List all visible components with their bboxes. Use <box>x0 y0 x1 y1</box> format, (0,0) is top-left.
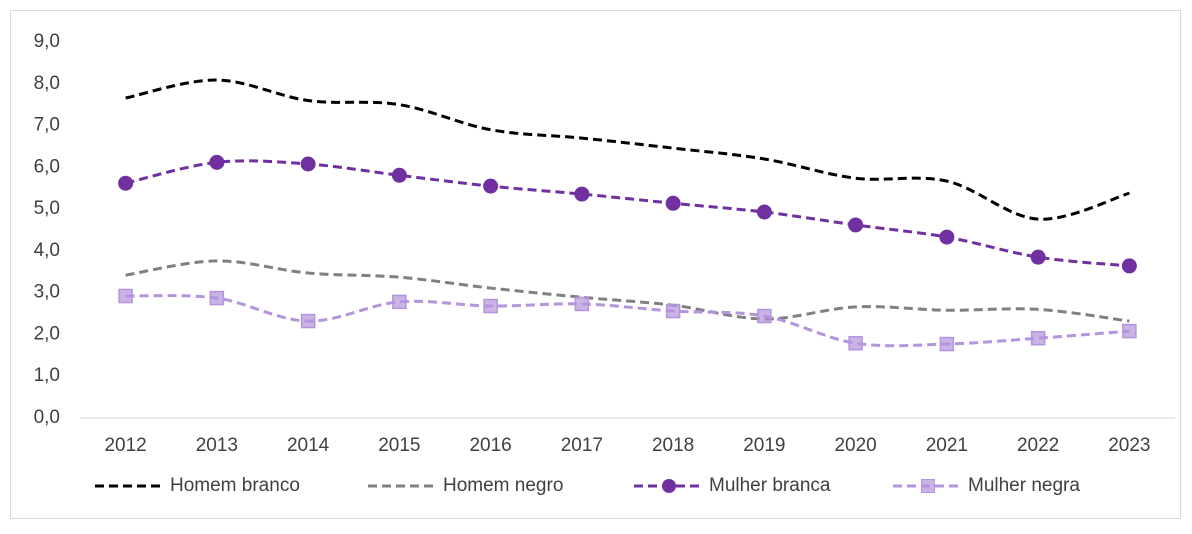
point <box>483 298 498 314</box>
y-tick-label: 7,0 <box>34 115 60 136</box>
x-tick-label: 2017 <box>561 435 603 456</box>
point <box>300 313 316 329</box>
x-tick-label: 2023 <box>1108 435 1150 456</box>
point <box>574 186 590 202</box>
chart-frame <box>10 10 1181 519</box>
y-tick-label: 9,0 <box>34 31 60 52</box>
point <box>1121 258 1137 274</box>
legend-label: Homem branco <box>170 475 300 496</box>
x-tick-label: 2021 <box>926 435 968 456</box>
point <box>1030 330 1046 346</box>
line <box>125 259 1130 323</box>
x-tick-label: 2018 <box>652 435 694 456</box>
point <box>392 294 407 310</box>
x-tick-label: 2020 <box>834 435 876 456</box>
x-tick-label: 2022 <box>1017 435 1059 456</box>
x-tick-label: 2019 <box>743 435 785 456</box>
point <box>118 288 133 304</box>
y-tick-label: 2,0 <box>34 323 60 344</box>
line <box>125 159 1130 268</box>
point <box>756 204 772 220</box>
point <box>665 303 681 319</box>
point <box>848 335 863 351</box>
y-tick-label: 4,0 <box>34 240 60 261</box>
legend-marker <box>662 479 676 493</box>
point <box>300 156 316 172</box>
line <box>125 294 1130 348</box>
legend-marker <box>921 479 935 493</box>
x-tick-label: 2013 <box>196 435 238 456</box>
point <box>757 308 772 324</box>
point <box>939 229 955 245</box>
x-tick-label: 2014 <box>287 435 330 456</box>
x-tick-label: 2015 <box>378 435 420 456</box>
point <box>665 195 681 211</box>
point <box>483 178 499 194</box>
x-tick-label: 2012 <box>104 435 146 456</box>
legend-label: Mulher negra <box>968 475 1080 496</box>
point <box>118 175 134 191</box>
x-tick-label: 2016 <box>469 435 511 456</box>
legend-label: Mulher branca <box>709 475 831 496</box>
point <box>391 167 407 183</box>
point <box>848 217 864 233</box>
point <box>574 296 590 312</box>
point <box>209 290 225 306</box>
y-tick-label: 8,0 <box>34 73 60 94</box>
point <box>939 336 955 352</box>
y-tick-label: 3,0 <box>34 282 60 303</box>
legend-label: Homem negro <box>443 475 563 496</box>
y-tick-label: 6,0 <box>34 156 60 177</box>
y-tick-label: 1,0 <box>34 365 60 386</box>
point <box>209 154 225 170</box>
y-tick-label: 0,0 <box>34 407 60 428</box>
y-tick-label: 5,0 <box>34 198 60 219</box>
point <box>1122 323 1137 339</box>
point <box>1030 249 1046 265</box>
